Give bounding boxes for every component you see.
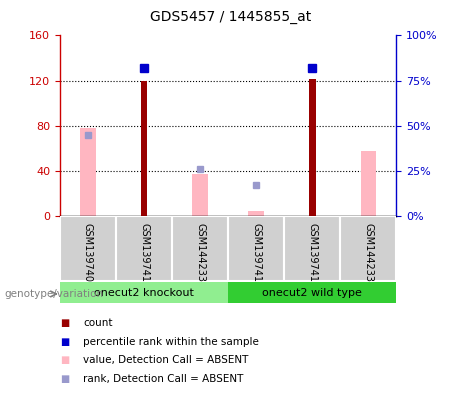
Bar bbox=[284, 216, 340, 281]
Bar bbox=[80, 128, 96, 216]
Bar bbox=[116, 216, 172, 281]
Text: value, Detection Call = ABSENT: value, Detection Call = ABSENT bbox=[83, 355, 248, 365]
Text: ■: ■ bbox=[60, 374, 69, 384]
Bar bbox=[60, 216, 116, 281]
Bar bbox=[248, 211, 264, 216]
Text: GSM1442336: GSM1442336 bbox=[363, 222, 373, 288]
Bar bbox=[192, 174, 208, 216]
Text: rank, Detection Call = ABSENT: rank, Detection Call = ABSENT bbox=[83, 374, 243, 384]
Text: GDS5457 / 1445855_at: GDS5457 / 1445855_at bbox=[150, 10, 311, 24]
Text: GSM1397411: GSM1397411 bbox=[251, 222, 261, 288]
Bar bbox=[361, 151, 376, 216]
Bar bbox=[60, 282, 228, 303]
Text: count: count bbox=[83, 318, 112, 328]
Bar bbox=[172, 216, 228, 281]
Text: GSM1397409: GSM1397409 bbox=[83, 222, 93, 288]
Text: ■: ■ bbox=[60, 355, 69, 365]
Text: GSM1397412: GSM1397412 bbox=[307, 222, 317, 288]
Bar bbox=[309, 79, 316, 216]
Text: GSM1442337: GSM1442337 bbox=[195, 222, 205, 288]
Bar bbox=[228, 282, 396, 303]
Bar bbox=[340, 216, 396, 281]
Text: GSM1397410: GSM1397410 bbox=[139, 222, 149, 288]
Text: ■: ■ bbox=[60, 318, 69, 328]
Bar bbox=[228, 216, 284, 281]
Text: percentile rank within the sample: percentile rank within the sample bbox=[83, 336, 259, 347]
Bar bbox=[141, 81, 148, 216]
Text: onecut2 wild type: onecut2 wild type bbox=[262, 288, 362, 298]
Text: genotype/variation: genotype/variation bbox=[5, 289, 104, 299]
Text: ■: ■ bbox=[60, 336, 69, 347]
Text: onecut2 knockout: onecut2 knockout bbox=[94, 288, 194, 298]
